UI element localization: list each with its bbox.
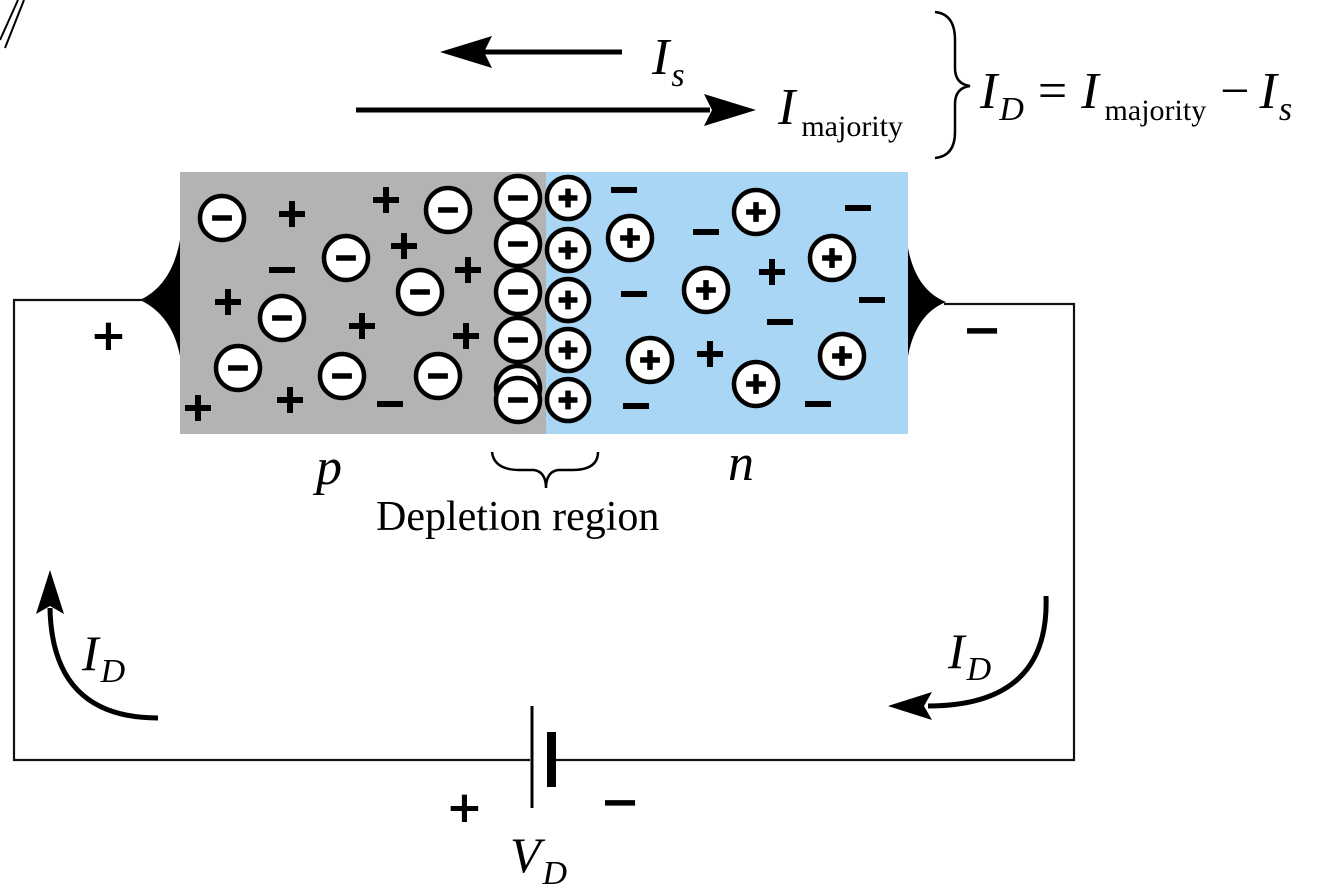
battery-plus-sign: +: [446, 782, 483, 833]
majority-arrow: [356, 94, 756, 126]
charge-carriers: [185, 173, 885, 425]
left-current-label: ID: [81, 625, 126, 690]
right-current-label: ID: [947, 623, 992, 688]
right-contact: [908, 248, 946, 356]
donor-ion: [605, 213, 655, 263]
battery-short-plate: [547, 732, 556, 787]
hole-carrier: [215, 289, 241, 315]
acceptor-ion: [317, 351, 367, 401]
battery-label: VD: [510, 827, 568, 892]
is-label: Is: [651, 29, 685, 94]
hole-carrier: [391, 233, 417, 259]
is-arrow: [440, 36, 622, 68]
n-region-label: n: [728, 435, 754, 492]
circuit-wire-left: [12, 298, 530, 762]
acceptor-ion: [413, 351, 463, 401]
hole-carrier: [453, 323, 479, 349]
donor-ion: [731, 359, 781, 409]
donor-ion: [807, 233, 857, 283]
right-current-arrow: [888, 595, 1049, 720]
acceptor-ion: [423, 185, 473, 235]
depletion-region-label: Depletion region: [376, 494, 659, 540]
donor-ion: [625, 335, 675, 385]
left-contact: [140, 240, 180, 356]
hole-carrier: [279, 201, 305, 227]
acceptor-ion: [395, 267, 445, 317]
acceptor-ion: [493, 375, 543, 425]
n-region: [546, 172, 908, 434]
donor-ion: [544, 276, 592, 324]
hole-carrier: [759, 259, 785, 285]
donor-ion: [544, 326, 592, 374]
hole-carrier: [373, 187, 399, 213]
donor-ion: [817, 331, 867, 381]
donor-ion: [731, 187, 781, 237]
equation-brace: [934, 10, 971, 160]
acceptor-ion: [197, 193, 247, 243]
hole-carrier: [185, 395, 211, 421]
acceptor-ion: [257, 293, 307, 343]
acceptor-ion: [493, 315, 543, 365]
donor-ion: [681, 265, 731, 315]
donor-ion: [544, 376, 592, 424]
battery-minus-sign: −: [600, 774, 640, 830]
left-current-arrow: [36, 570, 159, 721]
hole-carrier: [455, 257, 481, 283]
right-terminal-sign: −: [962, 302, 1002, 358]
donor-ion: [544, 174, 592, 222]
acceptor-ion: [213, 343, 263, 393]
hole-carrier: [349, 313, 375, 339]
depletion-brace: [490, 451, 600, 489]
corner-mark: [0, 0, 25, 49]
left-terminal-sign: +: [90, 310, 127, 361]
hole-carrier: [697, 341, 723, 367]
acceptor-ion: [321, 233, 371, 283]
acceptor-ion: [493, 173, 543, 223]
donor-ion: [544, 226, 592, 274]
circuit-wire-right: [556, 302, 1076, 762]
p-region-label: p: [312, 439, 342, 496]
acceptor-ion: [493, 267, 543, 317]
hole-carrier: [277, 387, 303, 413]
acceptor-ion: [493, 219, 543, 269]
